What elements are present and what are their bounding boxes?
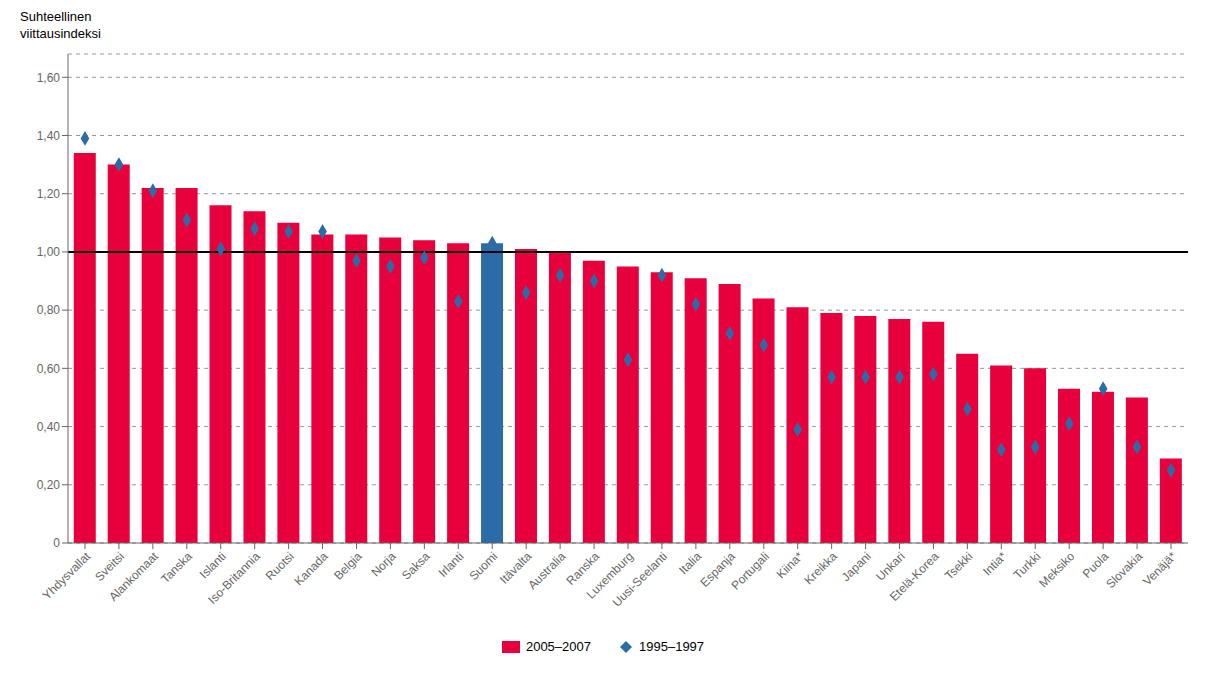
svg-text:Venäjä*: Venäjä* <box>1140 549 1179 588</box>
svg-text:Unkari: Unkari <box>873 549 908 584</box>
svg-text:Uusi-Seelanti: Uusi-Seelanti <box>610 549 670 609</box>
html-text:viittausindeksi: viittausindeksi <box>20 26 101 41</box>
svg-text:Kiina*: Kiina* <box>774 549 806 581</box>
svg-text:Irlanti: Irlanti <box>436 549 467 580</box>
svg-text:Slovakia: Slovakia <box>1103 549 1145 591</box>
svg-text:Tanska: Tanska <box>158 549 195 586</box>
svg-text:1,60: 1,60 <box>37 71 61 85</box>
svg-text:Italia: Italia <box>676 549 704 577</box>
svg-text:Japani: Japani <box>839 549 874 584</box>
svg-text:1,40: 1,40 <box>37 129 61 143</box>
svg-text:Puola: Puola <box>1080 549 1112 581</box>
svg-text:Turkki: Turkki <box>1010 549 1044 582</box>
svg-text:Australia: Australia <box>525 549 568 592</box>
svg-text:Kreikka: Kreikka <box>802 549 840 587</box>
svg-text:1,00: 1,00 <box>37 245 61 259</box>
svg-text:Suomi: Suomi <box>466 549 500 583</box>
svg-text:Kanada: Kanada <box>292 549 331 588</box>
svg-text:0,80: 0,80 <box>37 303 61 317</box>
svg-text:1,20: 1,20 <box>37 187 61 201</box>
svg-text:Portugali: Portugali <box>729 549 772 592</box>
svg-text:Luxemburg: Luxemburg <box>583 549 637 602</box>
svg-text:Meksiko: Meksiko <box>1036 549 1077 590</box>
svg-text:Iso-Britannia: Iso-Britannia <box>205 549 263 607</box>
svg-text:Intia*: Intia* <box>980 549 1009 578</box>
svg-text:Islanti: Islanti <box>197 549 229 581</box>
svg-text:0,40: 0,40 <box>37 420 61 434</box>
svg-text:Norja: Norja <box>368 549 398 579</box>
svg-text:Ranska: Ranska <box>563 549 603 588</box>
svg-text:Alankomaat: Alankomaat <box>106 549 161 604</box>
html-text:2005–2007: 2005–2007 <box>525 639 591 654</box>
svg-text:Itävalta: Itävalta <box>497 549 535 587</box>
svg-text:Belgia: Belgia <box>331 549 365 583</box>
html-text:1995–1997: 1995–1997 <box>639 639 705 654</box>
svg-text:0,20: 0,20 <box>37 478 61 492</box>
svg-text:0: 0 <box>53 536 60 550</box>
svg-text:Yhdysvallat: Yhdysvallat <box>40 549 94 603</box>
svg-text:Tsekki: Tsekki <box>942 549 975 582</box>
svg-text:0,60: 0,60 <box>37 362 61 376</box>
svg-text:Etelä-Korea: Etelä-Korea <box>887 549 942 604</box>
html-text:Suhteellinen: Suhteellinen <box>20 9 92 24</box>
svg-text:Espanja: Espanja <box>697 549 738 590</box>
svg-text:Sveitsi: Sveitsi <box>92 549 128 585</box>
svg-text:Saksa: Saksa <box>399 549 433 583</box>
svg-text:Ruotsi: Ruotsi <box>262 549 297 584</box>
